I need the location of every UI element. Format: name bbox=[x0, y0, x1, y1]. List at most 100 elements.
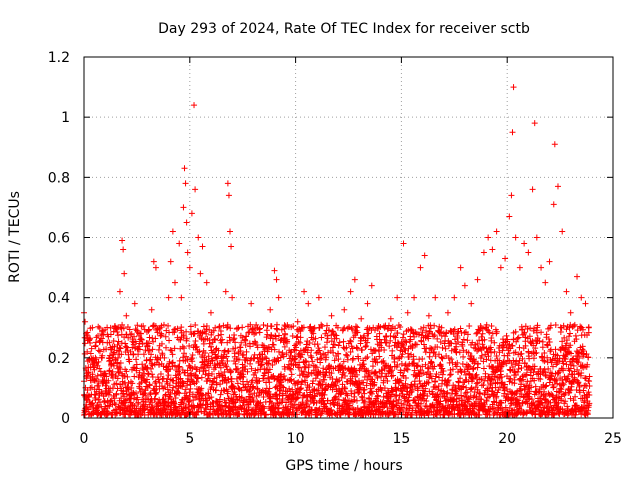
data-point bbox=[324, 322, 331, 329]
data-point bbox=[88, 345, 95, 352]
data-point bbox=[423, 397, 430, 404]
data-point bbox=[347, 288, 354, 295]
data-point bbox=[374, 374, 381, 381]
data-point bbox=[243, 333, 250, 340]
data-point bbox=[422, 385, 429, 392]
data-point bbox=[170, 377, 177, 384]
data-point bbox=[493, 352, 500, 359]
data-point bbox=[162, 333, 169, 340]
data-point bbox=[420, 369, 427, 376]
data-point bbox=[303, 373, 310, 380]
data-point bbox=[253, 374, 260, 381]
data-point bbox=[186, 398, 193, 405]
data-point bbox=[248, 365, 255, 372]
data-point bbox=[557, 385, 564, 392]
data-point bbox=[165, 372, 172, 379]
data-point bbox=[474, 386, 481, 393]
data-point bbox=[423, 327, 430, 334]
data-point bbox=[242, 341, 249, 348]
data-point bbox=[521, 329, 528, 336]
data-point bbox=[340, 358, 347, 365]
data-point bbox=[414, 362, 421, 369]
data-point bbox=[189, 358, 196, 365]
data-point bbox=[252, 408, 259, 415]
data-point bbox=[433, 371, 440, 378]
data-point bbox=[121, 373, 128, 380]
data-point bbox=[486, 385, 493, 392]
data-point bbox=[107, 398, 114, 405]
data-point bbox=[404, 309, 411, 316]
data-point bbox=[372, 369, 379, 376]
data-point bbox=[166, 382, 173, 389]
data-point bbox=[212, 364, 219, 371]
data-point bbox=[84, 348, 91, 355]
data-point bbox=[539, 353, 546, 360]
data-point bbox=[176, 240, 183, 247]
data-point bbox=[522, 342, 529, 349]
data-point bbox=[306, 324, 313, 331]
data-point bbox=[542, 372, 549, 379]
data-point bbox=[303, 358, 310, 365]
data-point bbox=[449, 387, 456, 394]
data-point bbox=[95, 396, 102, 403]
data-point bbox=[387, 397, 394, 404]
data-point bbox=[103, 373, 110, 380]
data-point bbox=[238, 387, 245, 394]
data-point bbox=[374, 359, 381, 366]
data-point bbox=[146, 357, 153, 364]
data-point bbox=[434, 335, 441, 342]
data-point bbox=[365, 367, 372, 374]
data-point bbox=[208, 371, 215, 378]
data-point bbox=[348, 324, 355, 331]
data-point bbox=[425, 312, 432, 319]
data-point bbox=[261, 405, 268, 412]
data-point bbox=[315, 406, 322, 413]
data-point bbox=[297, 386, 304, 393]
data-point bbox=[82, 318, 89, 325]
data-point bbox=[167, 347, 174, 354]
data-point bbox=[524, 325, 531, 332]
data-point bbox=[216, 323, 223, 330]
data-point bbox=[518, 365, 525, 372]
data-point bbox=[584, 361, 591, 368]
data-point bbox=[378, 387, 385, 394]
data-point bbox=[224, 388, 231, 395]
data-point bbox=[457, 264, 464, 271]
data-point bbox=[200, 340, 207, 347]
data-point bbox=[373, 356, 380, 363]
data-point bbox=[313, 364, 320, 371]
data-point bbox=[133, 356, 140, 363]
data-point bbox=[410, 356, 417, 363]
data-point bbox=[265, 369, 272, 376]
data-point bbox=[353, 397, 360, 404]
data-point bbox=[310, 336, 317, 343]
data-point bbox=[439, 344, 446, 351]
data-point bbox=[510, 357, 517, 364]
data-point bbox=[478, 352, 485, 359]
data-point bbox=[466, 371, 473, 378]
data-point bbox=[228, 368, 235, 375]
data-point bbox=[585, 389, 592, 396]
data-point bbox=[147, 356, 154, 363]
data-point bbox=[451, 294, 458, 301]
data-point bbox=[223, 353, 230, 360]
x-tick-label: 15 bbox=[392, 431, 410, 447]
data-point bbox=[427, 325, 434, 332]
data-point bbox=[434, 343, 441, 350]
x-tick-label: 10 bbox=[287, 431, 305, 447]
data-point bbox=[446, 372, 453, 379]
data-point bbox=[485, 234, 492, 241]
data-point bbox=[395, 396, 402, 403]
data-point bbox=[95, 358, 102, 365]
data-point bbox=[247, 356, 254, 363]
data-point bbox=[545, 365, 552, 372]
data-point bbox=[316, 378, 323, 385]
data-point bbox=[305, 369, 312, 376]
data-point bbox=[314, 341, 321, 348]
data-point bbox=[498, 405, 505, 412]
data-point bbox=[451, 326, 458, 333]
data-point bbox=[266, 379, 273, 386]
data-point bbox=[439, 355, 446, 362]
data-point bbox=[409, 386, 416, 393]
data-point bbox=[285, 361, 292, 368]
